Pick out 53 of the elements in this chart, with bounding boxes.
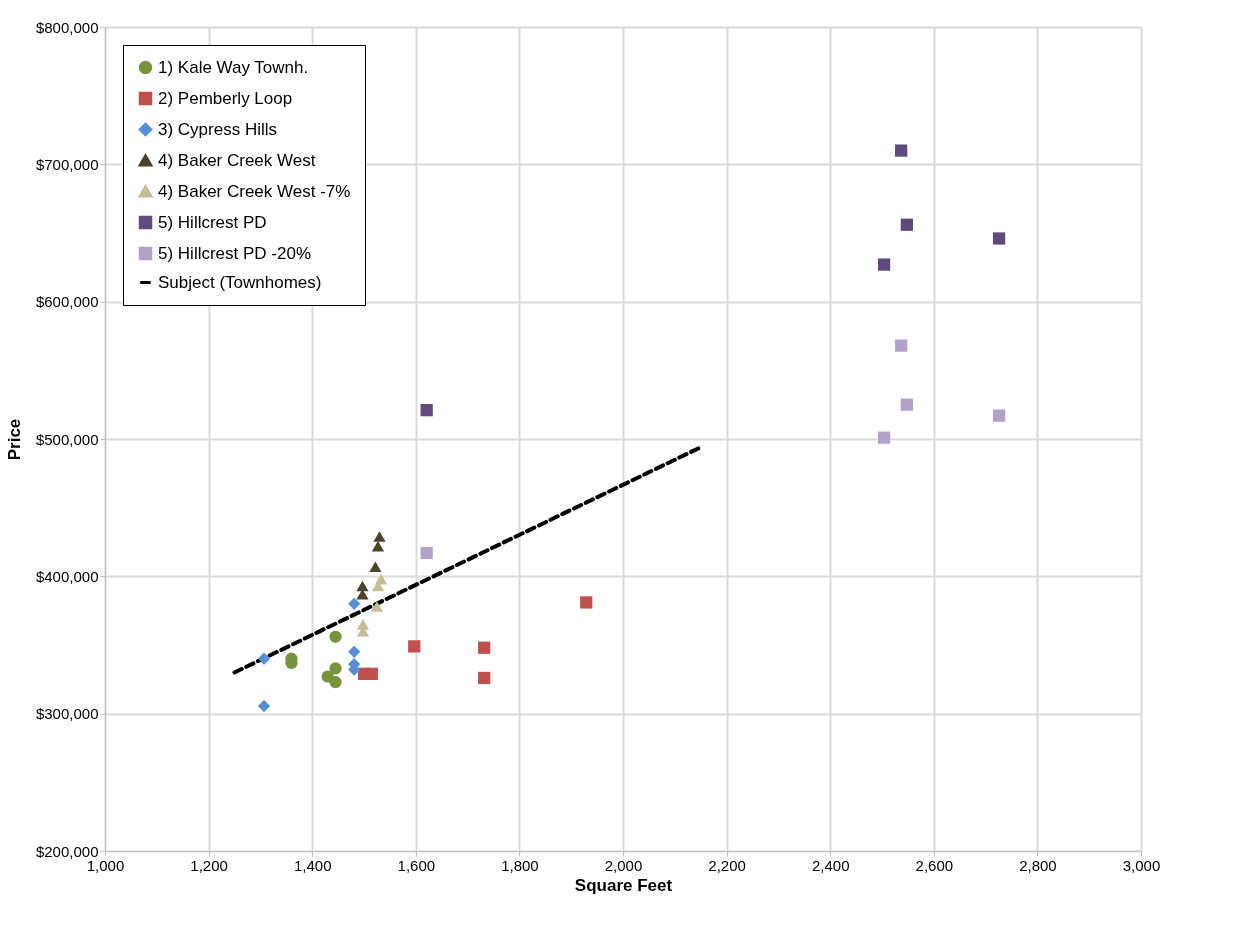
x-tick-label: 1,600 (397, 856, 436, 874)
point (478, 641, 491, 654)
x-tick-label: 1,200 (190, 856, 228, 874)
point (257, 699, 271, 713)
point (895, 339, 908, 352)
point (370, 601, 384, 612)
point (356, 580, 369, 592)
point (373, 531, 386, 542)
y-tick-label: $400,000 (35, 567, 99, 585)
point (257, 652, 271, 665)
point (580, 596, 593, 609)
legend-label: 2) Pemberly Loop (158, 88, 293, 108)
y-tick-label: $600,000 (35, 293, 99, 311)
legend-label: Subject (Townhomes) (158, 272, 322, 292)
point (992, 409, 1006, 422)
legend-label: 4) Baker Creek West -7% (158, 181, 351, 201)
point (371, 540, 385, 552)
x-tick-label: 2,400 (811, 856, 850, 874)
x-tick-label: 1,400 (293, 856, 332, 874)
point (895, 144, 908, 157)
point (348, 597, 361, 610)
y-tick-label: $300,000 (35, 705, 99, 723)
point (329, 630, 342, 643)
point (408, 640, 421, 653)
point (992, 232, 1006, 245)
point (478, 671, 491, 685)
x-tick-label: 2,600 (915, 856, 954, 874)
point (877, 431, 891, 444)
x-tick-label: 2,800 (1019, 856, 1057, 874)
x-tick-label: 2,200 (708, 856, 746, 874)
point (329, 675, 342, 689)
point (369, 561, 382, 573)
y-tick-label: $800,000 (35, 18, 99, 36)
legend-label: 5) Hillcrest PD (158, 212, 267, 232)
point (877, 258, 891, 271)
x-tick-label: 1,800 (501, 856, 539, 874)
point (900, 398, 913, 411)
y-axis-title: Price (4, 418, 24, 461)
x-tick-label: 3,000 (1122, 856, 1161, 874)
x-axis-title: Square Feet (574, 875, 673, 895)
point (348, 645, 361, 658)
legend-label: 5) Hillcrest PD -20% (158, 243, 312, 263)
legend-label: 1) Kale Way Townh. (158, 57, 309, 77)
point (329, 662, 342, 675)
point (900, 218, 913, 231)
point (420, 546, 433, 560)
x-tick-label: 2,000 (604, 856, 643, 874)
y-tick-label: $700,000 (35, 155, 99, 173)
point (420, 404, 433, 417)
point (365, 667, 378, 680)
y-tick-label: $500,000 (35, 430, 99, 448)
legend-label: 3) Cypress Hills (158, 119, 278, 139)
legend-label: 4) Baker Creek West (158, 150, 316, 170)
